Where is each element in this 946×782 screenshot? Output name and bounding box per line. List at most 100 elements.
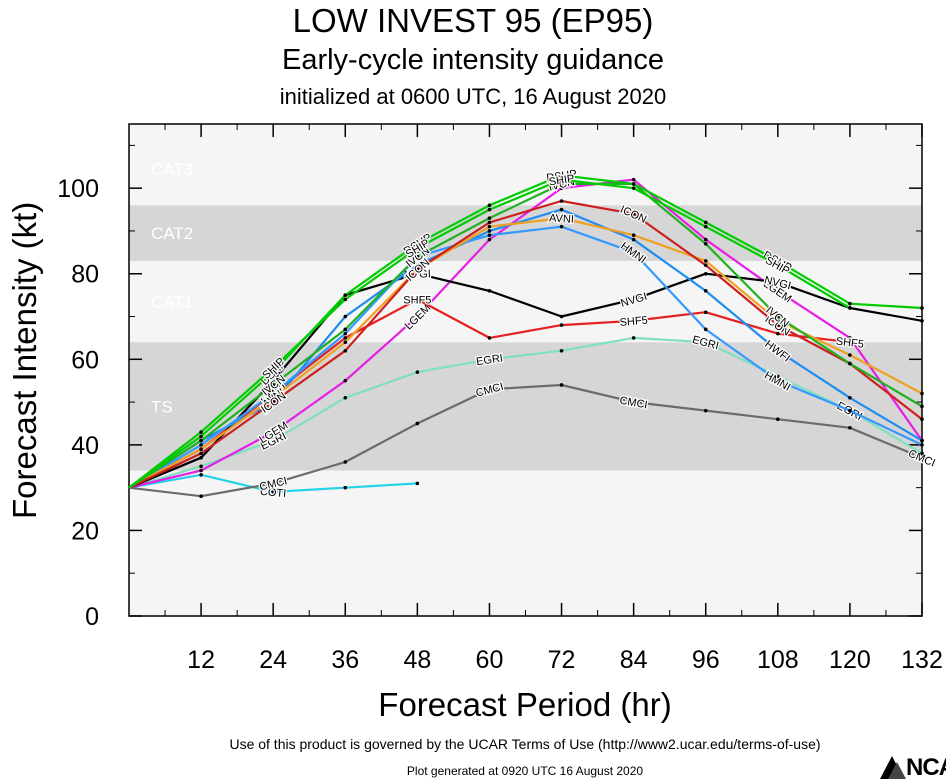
data-point bbox=[415, 421, 420, 426]
data-point bbox=[848, 361, 852, 366]
data-point bbox=[343, 485, 348, 490]
x-axis-label: Forecast Period (hr) bbox=[378, 686, 672, 723]
data-point bbox=[776, 417, 780, 422]
series-line-avni bbox=[128, 217, 923, 489]
data-point bbox=[776, 348, 780, 353]
data-point bbox=[703, 220, 708, 225]
data-point bbox=[559, 314, 564, 319]
data-point bbox=[703, 263, 708, 267]
ncar-logo-text: NCAR bbox=[906, 754, 946, 781]
y-tick-label: 0 bbox=[85, 603, 99, 631]
series-line-lgem bbox=[128, 178, 923, 489]
data-point bbox=[848, 301, 852, 306]
data-point bbox=[559, 173, 564, 178]
chart-title: LOW INVEST 95 (EP95) bbox=[292, 2, 654, 39]
data-point bbox=[703, 237, 708, 242]
series-label-shf5: SHF5 bbox=[835, 336, 864, 351]
ncar-logo-icon bbox=[880, 756, 906, 779]
x-tick-label: 72 bbox=[548, 646, 576, 674]
data-point bbox=[199, 455, 203, 460]
chart-subtitle: Early-cycle intensity guidance bbox=[281, 44, 664, 76]
data-point bbox=[559, 216, 564, 220]
x-tick-label: 60 bbox=[476, 646, 504, 674]
data-point bbox=[776, 331, 780, 336]
data-point bbox=[631, 237, 636, 242]
x-tick-label: 12 bbox=[187, 646, 215, 674]
data-point bbox=[487, 229, 492, 233]
data-point bbox=[776, 378, 780, 383]
data-point bbox=[703, 340, 708, 344]
data-point bbox=[199, 473, 203, 477]
data-point bbox=[487, 224, 492, 229]
data-point bbox=[199, 468, 203, 473]
data-point bbox=[631, 186, 636, 190]
series-lines: COTICMCICMCICMCICMCIEGRIEGRIEGRIEGRILGEM… bbox=[128, 167, 938, 501]
category-bands: TS CAT1 CAT2 CAT3 bbox=[129, 124, 922, 616]
data-point bbox=[776, 280, 780, 285]
data-point bbox=[415, 314, 420, 319]
series-label-avni: AVNI bbox=[549, 212, 575, 225]
data-point bbox=[271, 366, 275, 370]
data-point bbox=[848, 396, 852, 400]
data-point bbox=[920, 443, 924, 447]
data-point bbox=[703, 259, 708, 263]
data-point bbox=[559, 207, 564, 212]
band-cat1 bbox=[129, 260, 922, 343]
data-point bbox=[415, 254, 420, 259]
data-point bbox=[343, 297, 348, 302]
data-point bbox=[271, 391, 275, 396]
plot-generated-text: Plot generated at 0920 UTC 16 August 202… bbox=[406, 764, 644, 778]
data-point bbox=[631, 297, 636, 302]
data-point bbox=[343, 460, 348, 464]
data-point bbox=[199, 443, 203, 447]
series-line-icon bbox=[128, 199, 923, 489]
data-point bbox=[271, 490, 275, 494]
data-point bbox=[848, 340, 852, 344]
data-point bbox=[199, 464, 203, 469]
data-point bbox=[271, 378, 275, 383]
series-label-shf5: SHF5 bbox=[619, 315, 648, 329]
data-point bbox=[271, 438, 275, 443]
data-point bbox=[343, 336, 348, 340]
data-point bbox=[415, 263, 420, 267]
y-tick-label: 60 bbox=[71, 346, 99, 374]
series-line-hmni bbox=[128, 225, 923, 489]
x-tick-label: 132 bbox=[901, 646, 943, 674]
data-point bbox=[703, 241, 708, 246]
data-point bbox=[703, 310, 708, 315]
y-tick-label: 80 bbox=[71, 261, 99, 289]
x-tick-label: 96 bbox=[692, 646, 720, 674]
data-point bbox=[271, 383, 275, 387]
data-point bbox=[920, 404, 924, 409]
series-line-cmci bbox=[128, 383, 923, 498]
data-point bbox=[199, 438, 203, 443]
data-point bbox=[776, 263, 780, 267]
data-point bbox=[271, 430, 275, 434]
data-point bbox=[487, 216, 492, 220]
data-point bbox=[343, 396, 348, 400]
data-point bbox=[559, 224, 564, 229]
band-cat3 bbox=[129, 132, 922, 206]
data-point bbox=[559, 323, 564, 327]
data-point bbox=[703, 327, 708, 332]
data-point bbox=[487, 289, 492, 293]
data-point bbox=[559, 199, 564, 203]
data-point bbox=[920, 438, 924, 443]
data-point bbox=[920, 451, 924, 456]
data-point bbox=[920, 319, 924, 323]
data-point bbox=[776, 319, 780, 323]
x-tick-label: 48 bbox=[403, 646, 431, 674]
data-point bbox=[199, 494, 203, 499]
data-point bbox=[415, 481, 420, 486]
data-point bbox=[343, 340, 348, 344]
data-point bbox=[559, 182, 564, 186]
data-point bbox=[703, 408, 708, 413]
data-point bbox=[487, 387, 492, 392]
data-point bbox=[487, 207, 492, 212]
data-point bbox=[631, 182, 636, 186]
series-label-ship: SHIP bbox=[548, 173, 575, 189]
data-point bbox=[920, 391, 924, 396]
data-point bbox=[487, 357, 492, 362]
